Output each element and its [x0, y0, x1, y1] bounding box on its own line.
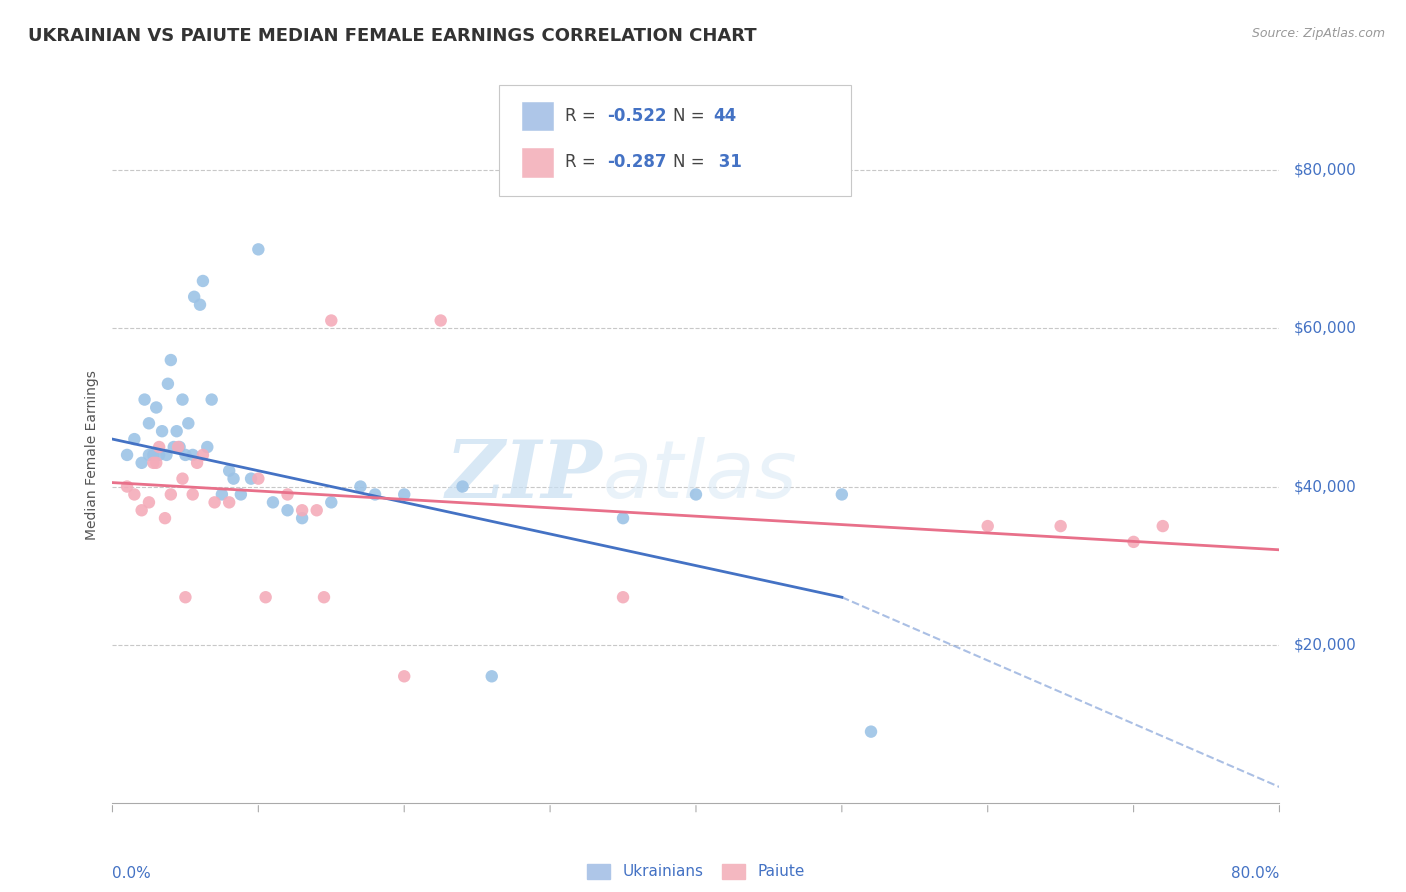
Point — [218, 464, 240, 478]
Point — [163, 440, 186, 454]
Point — [150, 424, 173, 438]
Point — [195, 440, 218, 454]
Point — [859, 724, 883, 739]
Point — [169, 440, 191, 454]
Point — [148, 448, 170, 462]
Point — [181, 448, 204, 462]
Point — [276, 487, 298, 501]
Point — [138, 417, 160, 431]
Point — [115, 479, 138, 493]
Point — [276, 503, 298, 517]
Point — [148, 440, 170, 454]
Point — [204, 495, 226, 509]
Point — [153, 511, 176, 525]
Point — [201, 392, 224, 407]
Point — [131, 456, 153, 470]
Text: 80.0%: 80.0% — [1232, 866, 1279, 881]
Point — [240, 472, 263, 486]
Point — [167, 440, 190, 454]
Text: R =: R = — [565, 107, 602, 125]
Point — [191, 274, 214, 288]
Point — [124, 487, 146, 501]
Text: R =: R = — [565, 153, 602, 171]
Point — [831, 487, 853, 501]
Point — [321, 313, 343, 327]
Point — [481, 669, 503, 683]
Point — [685, 487, 707, 501]
Point — [191, 448, 214, 462]
Point — [181, 487, 204, 501]
Y-axis label: Median Female Earnings: Median Female Earnings — [86, 370, 100, 540]
Point — [321, 495, 343, 509]
Point — [976, 519, 998, 533]
Point — [247, 243, 270, 257]
Point — [131, 503, 153, 517]
Point — [183, 290, 205, 304]
Point — [247, 472, 270, 486]
Point — [364, 487, 387, 501]
Point — [155, 448, 177, 462]
Point — [218, 495, 240, 509]
Point — [138, 495, 160, 509]
Text: $80,000: $80,000 — [1294, 163, 1357, 178]
Point — [145, 456, 167, 470]
Point — [222, 472, 245, 486]
Point — [145, 401, 167, 415]
Point — [1122, 535, 1144, 549]
Point — [124, 432, 146, 446]
Point — [1049, 519, 1071, 533]
Point — [1152, 519, 1174, 533]
Text: $60,000: $60,000 — [1294, 321, 1357, 336]
Point — [612, 511, 634, 525]
Point — [349, 479, 371, 493]
Point — [254, 591, 277, 605]
Text: UKRAINIAN VS PAIUTE MEDIAN FEMALE EARNINGS CORRELATION CHART: UKRAINIAN VS PAIUTE MEDIAN FEMALE EARNIN… — [28, 27, 756, 45]
Point — [134, 392, 156, 407]
Text: N =: N = — [673, 107, 710, 125]
Point — [177, 417, 200, 431]
Point — [262, 495, 284, 509]
Text: 44: 44 — [713, 107, 737, 125]
Point — [142, 456, 165, 470]
Text: atlas: atlas — [603, 437, 797, 515]
Text: $40,000: $40,000 — [1294, 479, 1357, 494]
Point — [291, 503, 314, 517]
Point — [186, 456, 208, 470]
Point — [172, 472, 194, 486]
Text: 0.0%: 0.0% — [112, 866, 152, 881]
Point — [138, 448, 160, 462]
Point — [156, 376, 179, 391]
Legend: Ukrainians, Paiute: Ukrainians, Paiute — [581, 857, 811, 886]
Point — [429, 313, 451, 327]
Point — [392, 669, 416, 683]
Point — [229, 487, 252, 501]
Point — [188, 298, 211, 312]
Point — [305, 503, 328, 517]
Point — [392, 487, 416, 501]
Text: 31: 31 — [713, 153, 742, 171]
Text: -0.287: -0.287 — [607, 153, 666, 171]
Text: ZIP: ZIP — [446, 437, 603, 515]
Point — [115, 448, 138, 462]
Point — [142, 448, 165, 462]
Point — [291, 511, 314, 525]
Point — [174, 591, 197, 605]
Point — [211, 487, 233, 501]
Point — [160, 487, 183, 501]
Point — [160, 353, 183, 368]
Text: -0.522: -0.522 — [607, 107, 666, 125]
Point — [166, 424, 188, 438]
Point — [174, 448, 197, 462]
Text: N =: N = — [673, 153, 710, 171]
Text: $20,000: $20,000 — [1294, 637, 1357, 652]
Point — [612, 591, 634, 605]
Point — [172, 392, 194, 407]
Text: Source: ZipAtlas.com: Source: ZipAtlas.com — [1251, 27, 1385, 40]
Point — [312, 591, 335, 605]
Point — [451, 479, 474, 493]
